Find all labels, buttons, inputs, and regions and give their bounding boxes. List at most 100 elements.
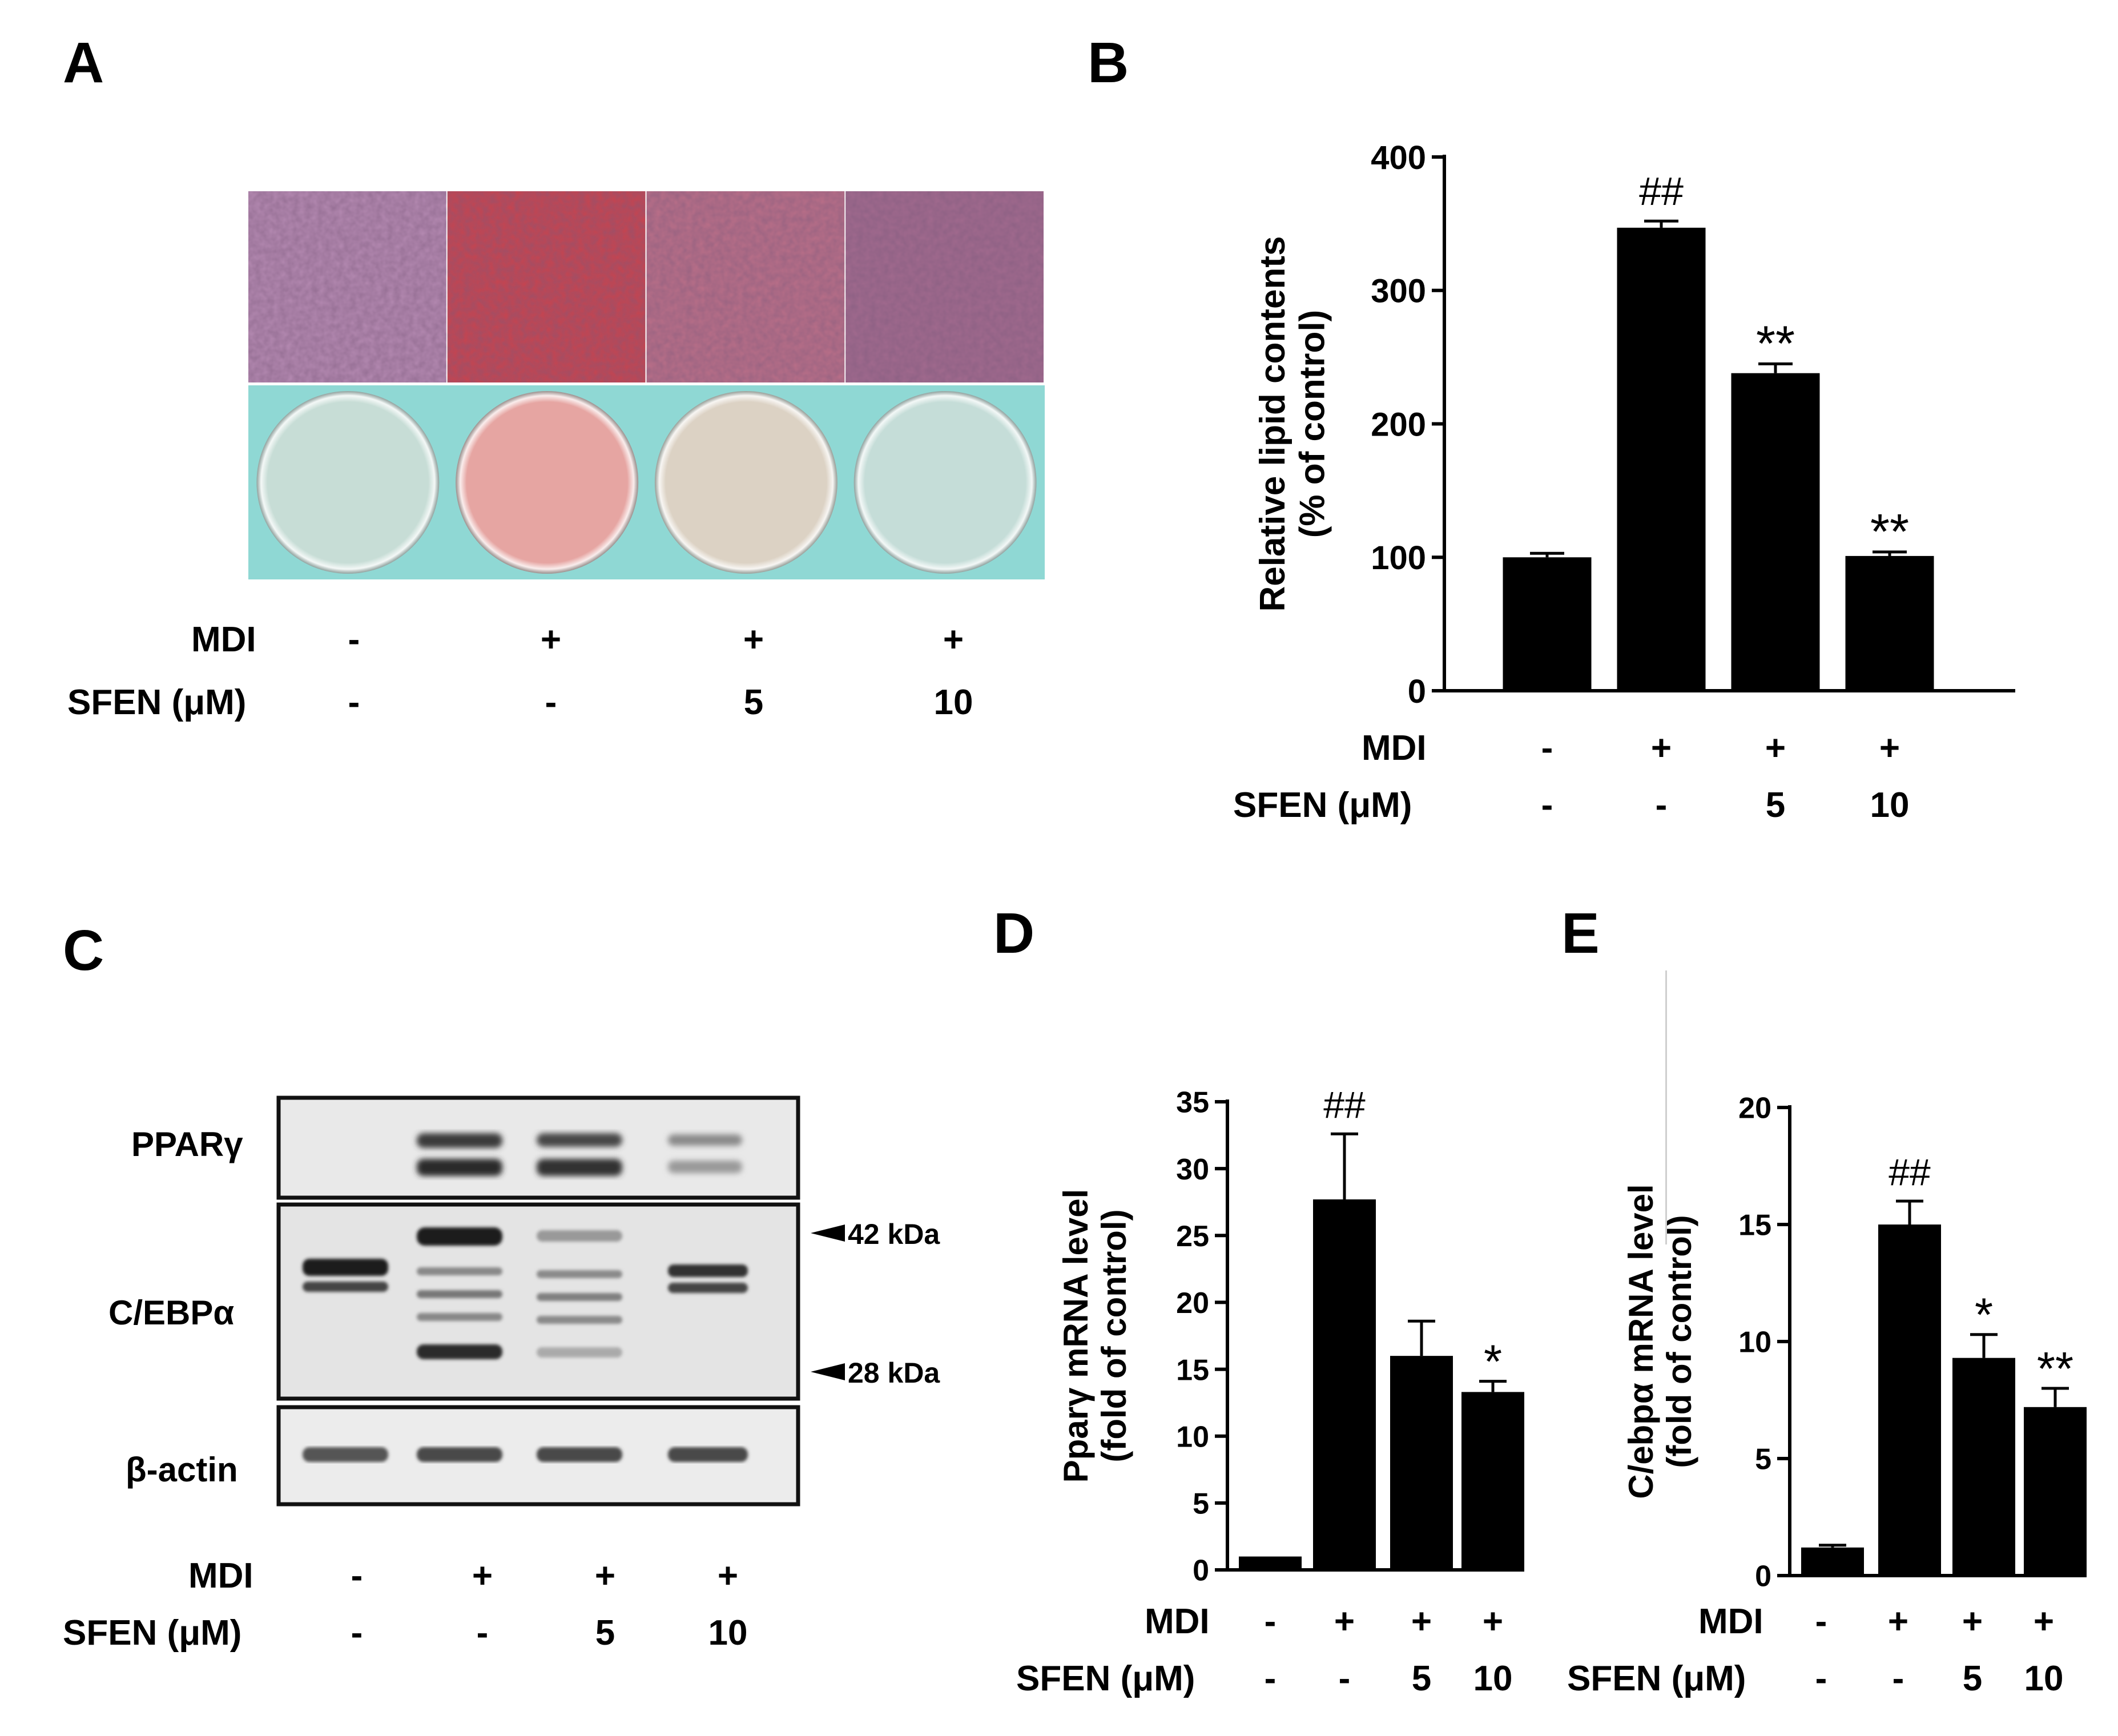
panel-e-svg: 0 5 10 15 20 C/ebpα mRNA level(fold of contro… bbox=[1622, 1092, 2087, 1593]
arrowhead-28kda bbox=[811, 1363, 845, 1380]
panel-d-annotation-2: ## bbox=[1323, 1084, 1366, 1126]
panel-d-sfen-4: 10 bbox=[1473, 1659, 1513, 1698]
cebp-band-2b bbox=[417, 1267, 502, 1275]
panel-e-y-axis-label-line-1: C/ebpα mRNA level bbox=[1622, 1184, 1660, 1499]
panel-c-sfen-1: - bbox=[351, 1613, 363, 1653]
culture-dish-rim-1 bbox=[256, 391, 440, 574]
panel-a-mdi-3: + bbox=[743, 620, 764, 659]
panel-e-y-tick-label-3: 15 bbox=[1738, 1209, 1771, 1242]
cebp-band-3c bbox=[537, 1293, 622, 1301]
actin-band-4 bbox=[668, 1447, 748, 1462]
marker-28kda: 28 kDa bbox=[848, 1357, 940, 1389]
culture-dish-rim-3 bbox=[654, 391, 837, 574]
panel-e-mdi-1: - bbox=[1815, 1602, 1827, 1641]
cebp-bands bbox=[303, 1227, 748, 1359]
panel-b-bar-4 bbox=[1845, 555, 1934, 691]
panel-d-y-tick-label-2: 10 bbox=[1176, 1420, 1209, 1453]
panel-d-sfen-2: - bbox=[1338, 1659, 1351, 1698]
panel-b-sfen-label: SFEN (μM) bbox=[1233, 786, 1412, 825]
panel-e-sfen-2: - bbox=[1892, 1659, 1904, 1698]
divider-line bbox=[1665, 970, 1667, 1244]
culture-dish-rim-4 bbox=[853, 391, 1037, 574]
panel-d-sfen-1: - bbox=[1264, 1659, 1277, 1698]
cebp-band-4a bbox=[668, 1264, 748, 1277]
panel-b-y-tick-label-2: 200 bbox=[1371, 406, 1426, 443]
micrograph-texture-2 bbox=[447, 191, 646, 382]
cebp-band-1a bbox=[303, 1259, 388, 1276]
panel-e-sfen-3: 5 bbox=[1962, 1659, 1983, 1698]
panel-c-sfen-2: - bbox=[476, 1613, 489, 1653]
western-blot-svg bbox=[276, 1095, 845, 1507]
panel-c-mdi-3: + bbox=[594, 1556, 616, 1596]
panel-b-y-axis-label-line-2: (% of control) bbox=[1292, 310, 1332, 538]
panel-e-bar-4 bbox=[2024, 1407, 2087, 1576]
panel-b-annotation-2: ## bbox=[1639, 169, 1684, 214]
panel-e-annotation-3: * bbox=[1975, 1289, 1993, 1342]
cebp-band-1b bbox=[303, 1282, 388, 1292]
panel-b-bar-2 bbox=[1617, 227, 1706, 691]
panel-e-y-axis-label: C/ebpα mRNA level(fold of control) bbox=[1622, 1184, 1698, 1499]
panel-b-bar-1 bbox=[1503, 557, 1592, 691]
panel-a-mdi-1: - bbox=[348, 620, 360, 659]
dish-row bbox=[248, 385, 1045, 579]
panel-a-mdi-2: + bbox=[540, 620, 562, 659]
panel-d-bar-3 bbox=[1390, 1356, 1453, 1570]
panel-d-y-tick-label-7: 35 bbox=[1176, 1086, 1209, 1119]
panel-letter-a: A bbox=[63, 31, 104, 95]
cebp-band-2e bbox=[417, 1344, 502, 1359]
panel-e-y-tick-label-1: 5 bbox=[1755, 1443, 1771, 1476]
cebp-band-2c bbox=[417, 1290, 502, 1298]
panel-d-bar-4 bbox=[1461, 1392, 1524, 1570]
panel-e-chart: 0 5 10 15 20 C/ebpα mRNA level(fold of contro… bbox=[1604, 1053, 2107, 1601]
panel-b-y-tick-label-4: 400 bbox=[1371, 139, 1426, 176]
panel-b-mdi-1: - bbox=[1541, 728, 1553, 768]
panel-c-sfen-3: 5 bbox=[595, 1613, 615, 1653]
panel-d-annotation-4: * bbox=[1484, 1336, 1502, 1388]
ppar-bands bbox=[417, 1133, 742, 1176]
cebp-band-2d bbox=[417, 1313, 502, 1321]
panel-d-y-tick-label-6: 30 bbox=[1176, 1153, 1209, 1186]
panel-b-y-tick-label-3: 300 bbox=[1371, 273, 1426, 310]
blot-label-ppar: PPARγ bbox=[131, 1125, 243, 1163]
panel-d-svg: 0 5 10 15 20 25 30 35 Pparγ mRNA level(fold of c… bbox=[1057, 1084, 1524, 1588]
ppar-band-lower-3 bbox=[537, 1159, 622, 1176]
panel-e-mdi-2: + bbox=[1887, 1602, 1909, 1641]
panel-b-bar-3 bbox=[1731, 373, 1820, 691]
panel-d-y-tick-label-0: 0 bbox=[1193, 1554, 1209, 1588]
blot-label-cebp: C/EBPα bbox=[108, 1294, 235, 1332]
micrograph-row bbox=[248, 191, 1044, 382]
panel-b-y-axis-label: Relative lipid contents(% of control) bbox=[1253, 236, 1332, 611]
panel-b-sfen-4: 10 bbox=[1870, 786, 1910, 825]
panel-d-bar-1 bbox=[1239, 1556, 1302, 1570]
panel-d-y-tick-label-1: 5 bbox=[1193, 1488, 1209, 1521]
panel-c-mdi-1: - bbox=[351, 1556, 363, 1596]
cebp-band-3a bbox=[537, 1230, 622, 1242]
western-blot bbox=[274, 1093, 993, 1516]
panel-d-y-axis-label-line-2: (fold of control) bbox=[1095, 1209, 1133, 1462]
cebp-band-2a bbox=[417, 1227, 502, 1246]
panel-d-mdi-4: + bbox=[1482, 1602, 1504, 1641]
panel-e-annotation-2: ## bbox=[1889, 1151, 1931, 1193]
panel-e-bar-2 bbox=[1878, 1225, 1941, 1576]
panel-e-sfen-label: SFEN (μM) bbox=[1567, 1659, 1746, 1698]
panel-d-y-tick-label-5: 25 bbox=[1176, 1220, 1209, 1253]
panel-a-sfen-4: 10 bbox=[933, 683, 973, 722]
panel-d-y-axis-label-line-1: Pparγ mRNA level bbox=[1057, 1189, 1095, 1483]
actin-band-3 bbox=[537, 1447, 622, 1462]
actin-band-2 bbox=[417, 1447, 502, 1462]
culture-dish-rim-2 bbox=[456, 391, 639, 574]
panel-b-annotation-4: ** bbox=[1870, 504, 1909, 559]
panel-b-y-tick-label-0: 0 bbox=[1408, 673, 1426, 710]
panel-d-chart: 0 5 10 15 20 25 30 35 Pparγ mRNA level(fold of c… bbox=[1033, 1053, 1547, 1601]
actin-band-1 bbox=[303, 1447, 388, 1462]
micrograph-texture-1 bbox=[248, 191, 446, 382]
panel-d-mdi-1: - bbox=[1264, 1602, 1277, 1641]
panel-e-mdi-label: MDI bbox=[1698, 1602, 1763, 1641]
panel-b-y-tick-label-1: 100 bbox=[1371, 539, 1426, 577]
panel-e-mdi-4: + bbox=[2033, 1602, 2055, 1641]
panel-b-sfen-2: - bbox=[1655, 786, 1668, 825]
panel-e-y-axis-label-line-2: (fold of control) bbox=[1660, 1215, 1698, 1468]
panel-b-annotation-3: ** bbox=[1756, 315, 1795, 371]
cebp-band-4b bbox=[668, 1283, 748, 1293]
panel-e-mdi-3: + bbox=[1962, 1602, 1983, 1641]
